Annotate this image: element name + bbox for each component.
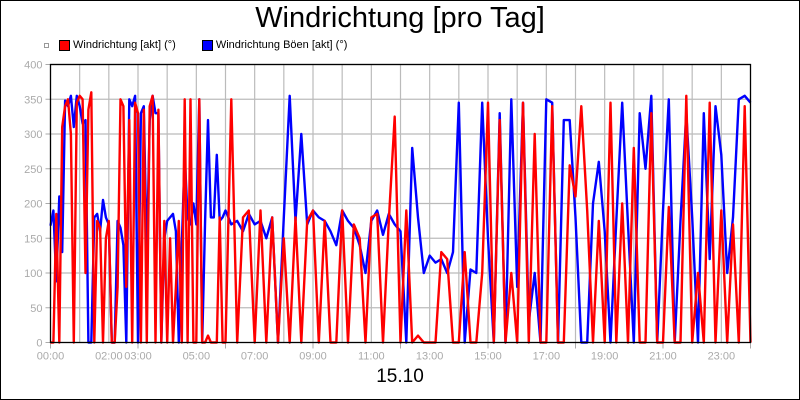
legend: Windrichtung [akt] (°) Windrichtung Böen… xyxy=(44,38,373,52)
x-tick-label: 00:00 xyxy=(37,351,65,363)
date-label: 15.10 xyxy=(376,366,424,387)
x-tick-label: 19:00 xyxy=(591,351,619,363)
y-tick-label: 100 xyxy=(24,268,42,280)
legend-item-gust-direction: Windrichtung Böen [akt] (°) xyxy=(201,39,348,51)
x-tick-label: 03:00 xyxy=(124,351,152,363)
y-tick-label: 200 xyxy=(24,199,42,211)
x-tick-label: 15:00 xyxy=(474,351,502,363)
x-tick-label: 07:00 xyxy=(241,351,269,363)
y-tick-label: 400 xyxy=(24,60,42,72)
x-tick-label: 05:00 xyxy=(183,351,211,363)
y-tick-label: 0 xyxy=(36,338,42,350)
y-tick-label: 150 xyxy=(24,233,42,245)
legend-label: Windrichtung [akt] (°) xyxy=(73,39,176,51)
legend-marker-icon xyxy=(44,42,49,48)
x-tick-label: 13:00 xyxy=(416,351,444,363)
y-tick-label: 350 xyxy=(24,94,42,106)
y-tick-label: 300 xyxy=(24,129,42,141)
x-tick-label: 23:00 xyxy=(708,351,736,363)
y-tick-label: 250 xyxy=(24,164,42,176)
legend-label: Windrichtung Böen [akt] (°) xyxy=(215,39,348,51)
x-tick-label: 21:00 xyxy=(649,351,677,363)
y-axis: 0 50 100 150 200 250 300 350 400 xyxy=(24,60,51,350)
plot-border xyxy=(49,63,752,344)
legend-item-direction: Windrichtung [akt] (°) xyxy=(59,39,176,51)
blue-swatch-icon xyxy=(201,39,213,51)
red-swatch-icon xyxy=(59,39,70,51)
x-tick-label: 02:00 xyxy=(95,351,123,363)
x-tick-label: 09:00 xyxy=(299,351,327,363)
x-tick-label: 11:00 xyxy=(358,351,385,363)
chart-title: Windrichtung [pro Tag] xyxy=(255,2,545,34)
y-tick-label: 50 xyxy=(30,303,42,315)
x-tick-label: 17:00 xyxy=(533,351,561,363)
x-axis: 00:00 02:00 03:00 05:00 07:00 09:00 11:00 13:00… xyxy=(37,342,751,363)
